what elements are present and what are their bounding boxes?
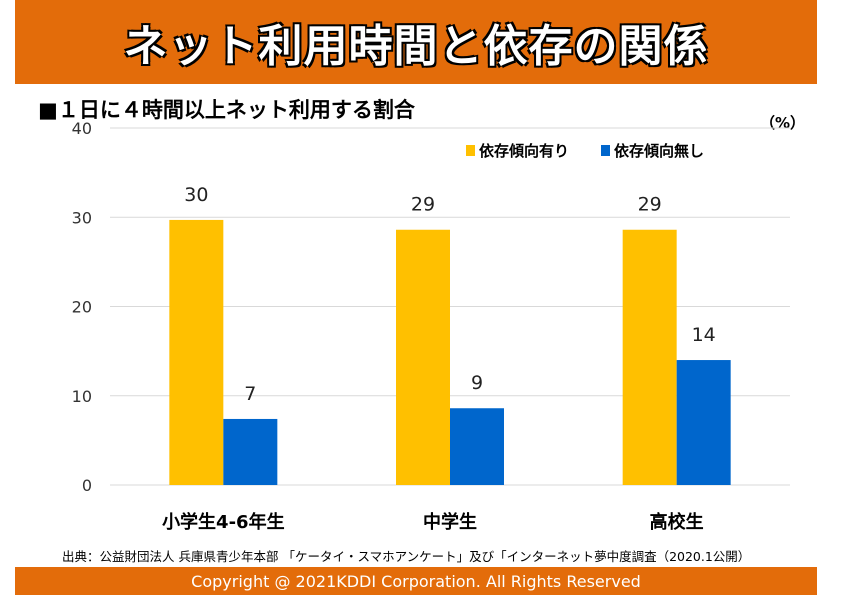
- legend-swatch: [601, 145, 611, 156]
- y-tick-label: 10: [72, 387, 92, 406]
- legend-label: 依存傾向無し: [614, 142, 705, 160]
- legend-item-not-dependent: 依存傾向無し: [601, 140, 704, 161]
- bar: [396, 229, 450, 485]
- copyright-footer: Copyright @ 2021KDDI Corporation. All Ri…: [15, 567, 817, 595]
- legend-item-dependent: 依存傾向有り: [466, 140, 569, 161]
- data-label: 7: [244, 383, 256, 405]
- data-label: 9: [471, 372, 483, 394]
- source-note: 出典：公益財団法人 兵庫県青少年本部 「ケータイ・スマホアンケート」及び「インタ…: [62, 549, 751, 564]
- bar: [622, 229, 677, 485]
- title-banner: ネット利用時間と依存の関係: [15, 0, 817, 84]
- data-label: 14: [692, 324, 716, 346]
- y-tick-label: 0: [82, 476, 92, 495]
- x-tick-label: 小学生4-6年生: [162, 511, 285, 533]
- chart-subtitle: ■１日に４時間以上ネット利用する割合: [38, 98, 415, 122]
- data-label: 29: [638, 194, 662, 216]
- bar: [676, 360, 731, 485]
- bar: [169, 219, 224, 486]
- legend-swatch: [466, 145, 475, 156]
- data-label: 30: [184, 184, 208, 206]
- x-tick-label: 中学生: [423, 511, 477, 533]
- legend-label: 依存傾向有り: [479, 142, 570, 160]
- x-tick-label: 高校生: [650, 511, 704, 533]
- legend: 依存傾向有り 依存傾向無し: [466, 140, 704, 161]
- y-tick-label: 20: [72, 298, 92, 317]
- y-tick-label: 30: [72, 208, 92, 227]
- bar: [223, 418, 278, 485]
- bar: [450, 408, 504, 485]
- page-title: ネット利用時間と依存の関係: [123, 21, 709, 72]
- y-tick-label: 40: [72, 119, 92, 138]
- data-label: 29: [411, 194, 435, 216]
